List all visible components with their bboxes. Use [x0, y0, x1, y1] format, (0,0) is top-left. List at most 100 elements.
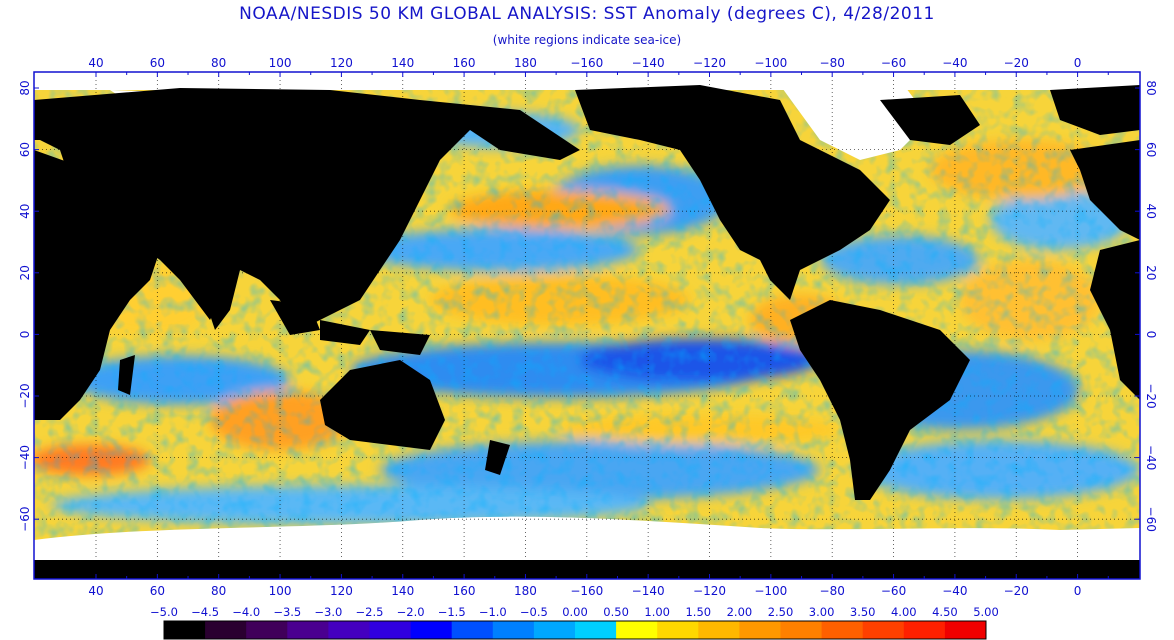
colorbar-label: −2.0	[397, 605, 425, 619]
lon-label-bottom: −100	[754, 584, 787, 598]
lon-label-top: 140	[391, 56, 414, 70]
colorbar-swatch	[575, 621, 617, 639]
colorbar-swatch	[657, 621, 699, 639]
colorbar-swatch	[492, 621, 535, 639]
lat-label-right: 60	[1144, 142, 1158, 157]
colorbar-label: −0.5	[520, 605, 548, 619]
colorbar-label: 1.00	[644, 605, 670, 619]
lon-label-top: −40	[942, 56, 967, 70]
lat-label-right: 0	[1144, 331, 1158, 339]
lat-label-left: −60	[18, 507, 32, 532]
colorbar-swatch	[533, 621, 576, 639]
colorbar-label: −1.0	[479, 605, 507, 619]
lon-label-top: −120	[693, 56, 726, 70]
colorbar-label: 4.50	[932, 605, 958, 619]
colorbar-label: −4.5	[191, 605, 219, 619]
lon-label-top: 120	[330, 56, 353, 70]
graticule	[34, 72, 1140, 579]
colorbar	[163, 620, 987, 640]
colorbar-swatch	[862, 621, 905, 639]
axis-ticks	[34, 72, 1140, 579]
lat-label-right: −20	[1144, 383, 1158, 408]
colorbar-swatch	[780, 621, 823, 639]
lon-label-bottom: −40	[942, 584, 967, 598]
lat-label-right: 40	[1144, 204, 1158, 219]
lon-label-top: 160	[453, 56, 476, 70]
lat-label-right: 80	[1144, 80, 1158, 95]
lat-label-left: 20	[18, 265, 32, 280]
lon-label-top: 60	[150, 56, 165, 70]
colorbar-label: −5.0	[150, 605, 178, 619]
lat-label-left: 0	[18, 331, 32, 339]
colorbar-label: 1.50	[685, 605, 711, 619]
map-title: NOAA/NESDIS 50 KM GLOBAL ANALYSIS: SST A…	[239, 4, 935, 24]
colorbar-label: −1.5	[438, 605, 466, 619]
colorbar-labels: −5.0 −4.5 −4.0 −3.5 −3.0 −2.5 −2.0 −1.5 −1.0 −0.5…	[150, 605, 999, 619]
lon-label-bottom: −20	[1004, 584, 1029, 598]
lon-label-bottom: 100	[269, 584, 292, 598]
lon-label-top: −100	[754, 56, 787, 70]
colorbar-label: 2.50	[768, 605, 794, 619]
land	[34, 85, 1140, 579]
colorbar-label: −3.5	[273, 605, 301, 619]
colorbar-swatch	[451, 621, 494, 639]
colorbar-swatch	[821, 621, 864, 639]
lat-label-left: 40	[18, 204, 32, 219]
lon-label-bottom: −60	[881, 584, 906, 598]
latitude-labels-right: 80 60 40 20 0 −20 −40 −60	[1144, 80, 1158, 532]
colorbar-swatch	[410, 621, 453, 639]
colorbar-label: 5.00	[973, 605, 999, 619]
colorbar-swatch	[903, 621, 946, 639]
colorbar-label: −2.5	[356, 605, 384, 619]
lat-label-left: 80	[18, 80, 32, 95]
lat-label-right: 20	[1144, 265, 1158, 280]
lon-label-bottom: 120	[330, 584, 353, 598]
map-subtitle: (white regions indicate sea-ice)	[492, 33, 682, 47]
lon-label-bottom: −140	[632, 584, 665, 598]
colorbar-swatch	[369, 621, 412, 639]
colorbar-label: 4.00	[891, 605, 917, 619]
lon-label-bottom: −80	[820, 584, 845, 598]
colorbar-label: 0.00	[562, 605, 588, 619]
lon-label-top: 180	[514, 56, 537, 70]
colorbar-label: −3.0	[314, 605, 342, 619]
latitude-labels-left: 80 60 40 20 0 −20 −40 −60	[18, 80, 32, 532]
lon-label-top: −20	[1004, 56, 1029, 70]
colorbar-label: 3.00	[809, 605, 835, 619]
colorbar-label: −4.0	[232, 605, 260, 619]
colorbar-swatch	[698, 621, 740, 639]
longitude-labels-bottom: 40 60 80 100 120 140 160 180 −160 −140 −120 −100 −80…	[88, 584, 1081, 598]
colorbar-swatch	[164, 621, 206, 639]
colorbar-swatch	[328, 621, 370, 639]
colorbar-label: 0.50	[603, 605, 629, 619]
colorbar-swatch	[205, 621, 247, 639]
colorbar-swatch	[287, 621, 329, 639]
lon-label-top: 80	[211, 56, 226, 70]
colorbar-swatch	[944, 621, 987, 639]
colorbar-label: 2.00	[727, 605, 753, 619]
lon-label-bottom: 160	[453, 584, 476, 598]
lat-label-left: −20	[18, 383, 32, 408]
lat-label-left: 60	[18, 142, 32, 157]
lon-label-bottom: −120	[693, 584, 726, 598]
lon-label-bottom: −160	[570, 584, 603, 598]
lon-label-top: −160	[570, 56, 603, 70]
colorbar-label: 3.50	[850, 605, 876, 619]
lon-label-top: 40	[88, 56, 103, 70]
longitude-labels-top: 40 60 80 100 120 140 160 180 −160 −140 −120 −100 −80…	[88, 56, 1081, 70]
colorbar-frame	[163, 620, 987, 640]
lon-label-bottom: 140	[391, 584, 414, 598]
lon-label-top: 0	[1074, 56, 1082, 70]
colorbar-swatch	[246, 621, 288, 639]
lon-label-top: −80	[820, 56, 845, 70]
lat-label-left: −40	[18, 445, 32, 470]
colorbar-swatch	[739, 621, 781, 639]
lon-label-bottom: 60	[150, 584, 165, 598]
lon-label-top: −140	[632, 56, 665, 70]
lon-label-bottom: 40	[88, 584, 103, 598]
lat-label-right: −40	[1144, 445, 1158, 470]
lon-label-bottom: 80	[211, 584, 226, 598]
lat-label-right: −60	[1144, 507, 1158, 532]
lon-label-top: 100	[269, 56, 292, 70]
